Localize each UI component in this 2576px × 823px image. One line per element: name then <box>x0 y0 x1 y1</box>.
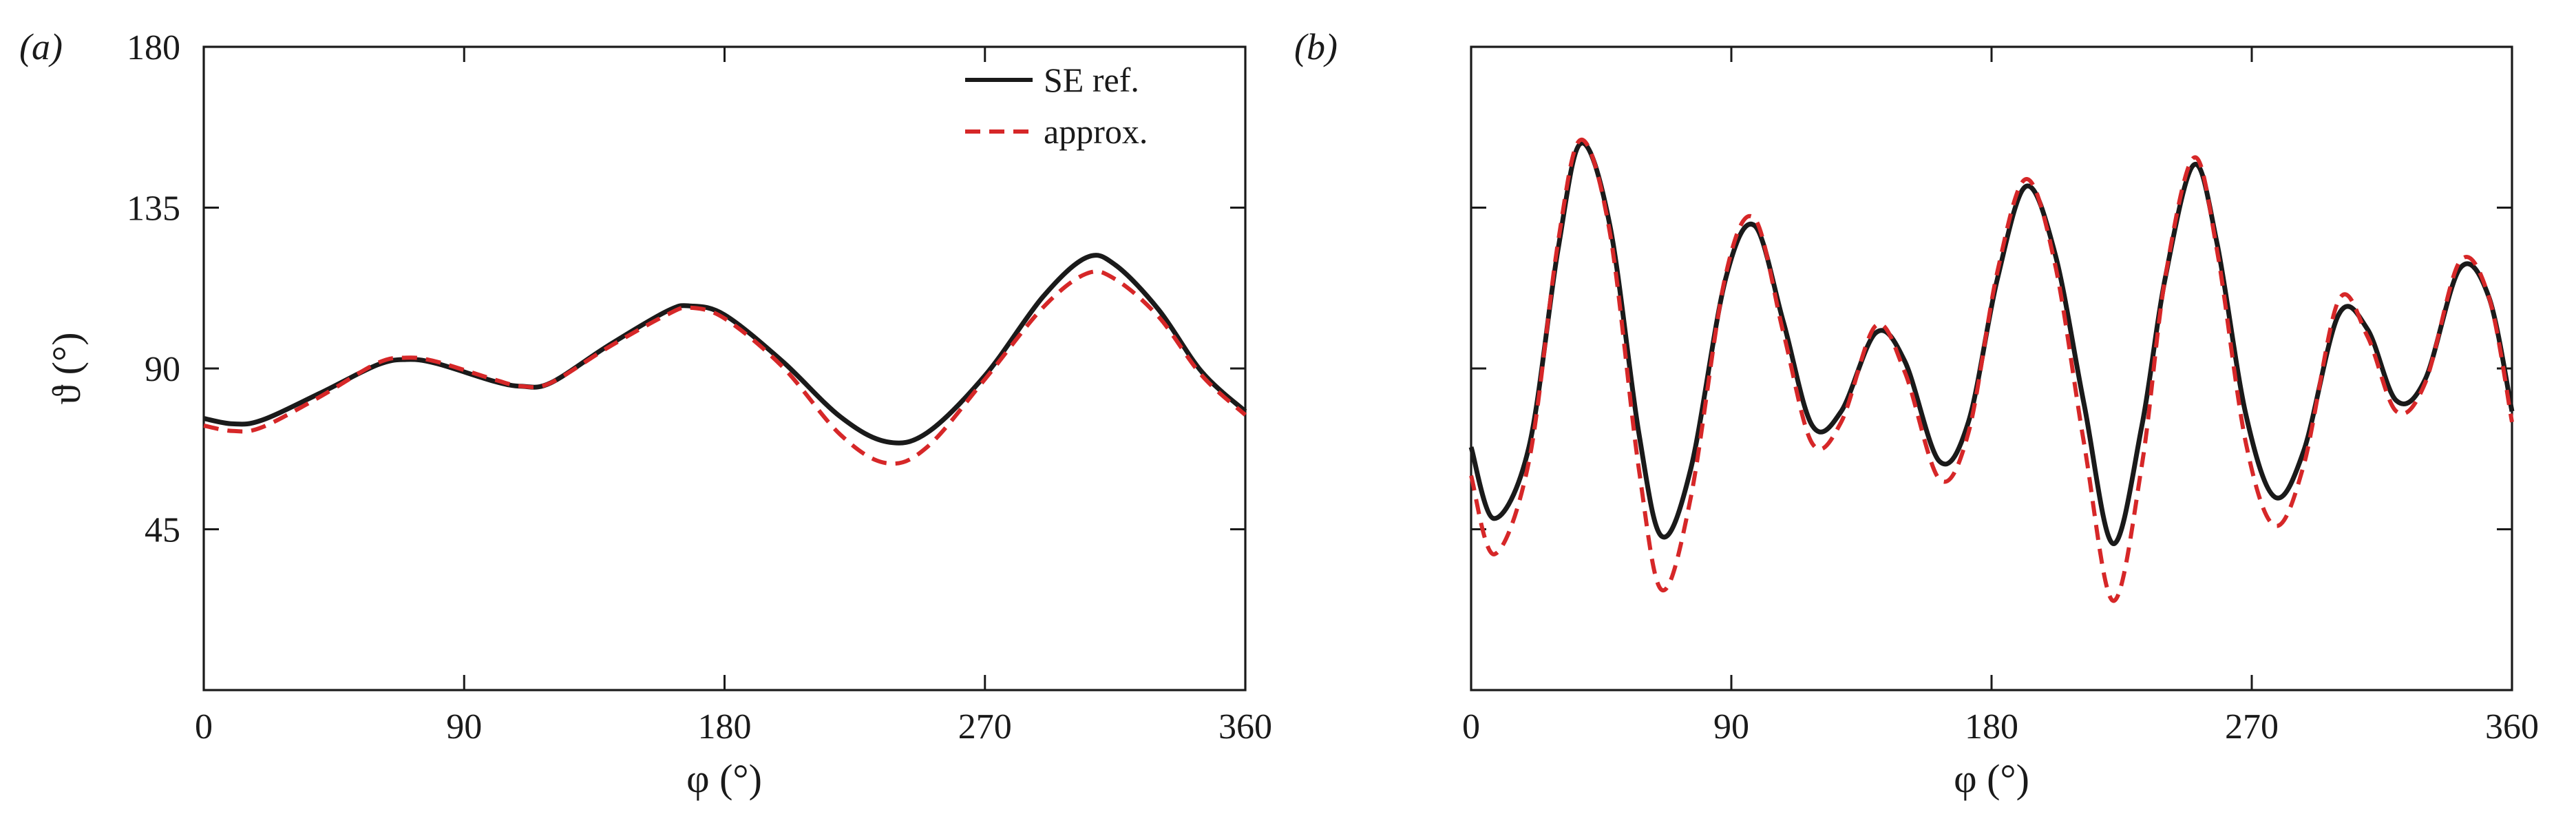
panel-b-xtick-label-360: 360 <box>2485 707 2539 747</box>
panel-b-xtick-label-0: 0 <box>1462 707 1480 747</box>
panel-b-series <box>1468 137 2515 603</box>
panel-a-xtick-label-90: 90 <box>446 707 482 747</box>
legend-approx-label: approx. <box>1044 112 1148 151</box>
panel-b-xtick-label-180: 180 <box>1965 707 2018 747</box>
panel-a-xtick-label-180: 180 <box>698 707 752 747</box>
panel-b-series-se-ref <box>1468 140 2515 546</box>
panel-a-ytick-label-45: 45 <box>145 511 180 550</box>
panel-a-xtick-label-270: 270 <box>958 707 1012 747</box>
panel-b-xtick-label-90: 90 <box>1713 707 1749 747</box>
legend-ref-label: SE ref. <box>1044 61 1139 99</box>
panel-a-chart: 0 90 180 270 360 45 90 135 180 SE ref. approx. φ… <box>44 28 1272 801</box>
panel-a-label: (a) <box>19 26 63 67</box>
panel-b-tick-labels: 0 90 180 270 360 <box>1462 707 2539 747</box>
panel-a-xtick-label-360: 360 <box>1218 707 1272 747</box>
panel-a-xtick-label-0: 0 <box>195 707 213 747</box>
panel-a-x-axis-label: φ (°) <box>686 756 762 801</box>
panel-a-ytick-label-180: 180 <box>127 28 180 67</box>
panel-b-label: (b) <box>1294 26 1338 67</box>
panel-a-ytick-label-90: 90 <box>145 350 180 389</box>
legend: SE ref. approx. <box>965 61 1148 151</box>
panel-a-series-approx <box>203 269 1247 466</box>
panel-a-tick-labels: 0 90 180 270 360 45 90 135 180 <box>127 28 1272 747</box>
panel-b-xtick-label-270: 270 <box>2225 707 2279 747</box>
panel-b-chart: 0 90 180 270 360 φ (°) <box>1462 45 2539 801</box>
panel-a-y-axis-label: ϑ (°) <box>44 332 89 404</box>
panel-b-series-approx <box>1469 137 2514 603</box>
panel-b-x-axis-label: φ (°) <box>1954 756 2029 801</box>
panel-a-ticks <box>202 45 1247 690</box>
panel-a-ytick-label-135: 135 <box>127 189 180 229</box>
panel-a-series <box>203 253 1247 466</box>
panel-a-series-se-ref <box>203 253 1247 446</box>
